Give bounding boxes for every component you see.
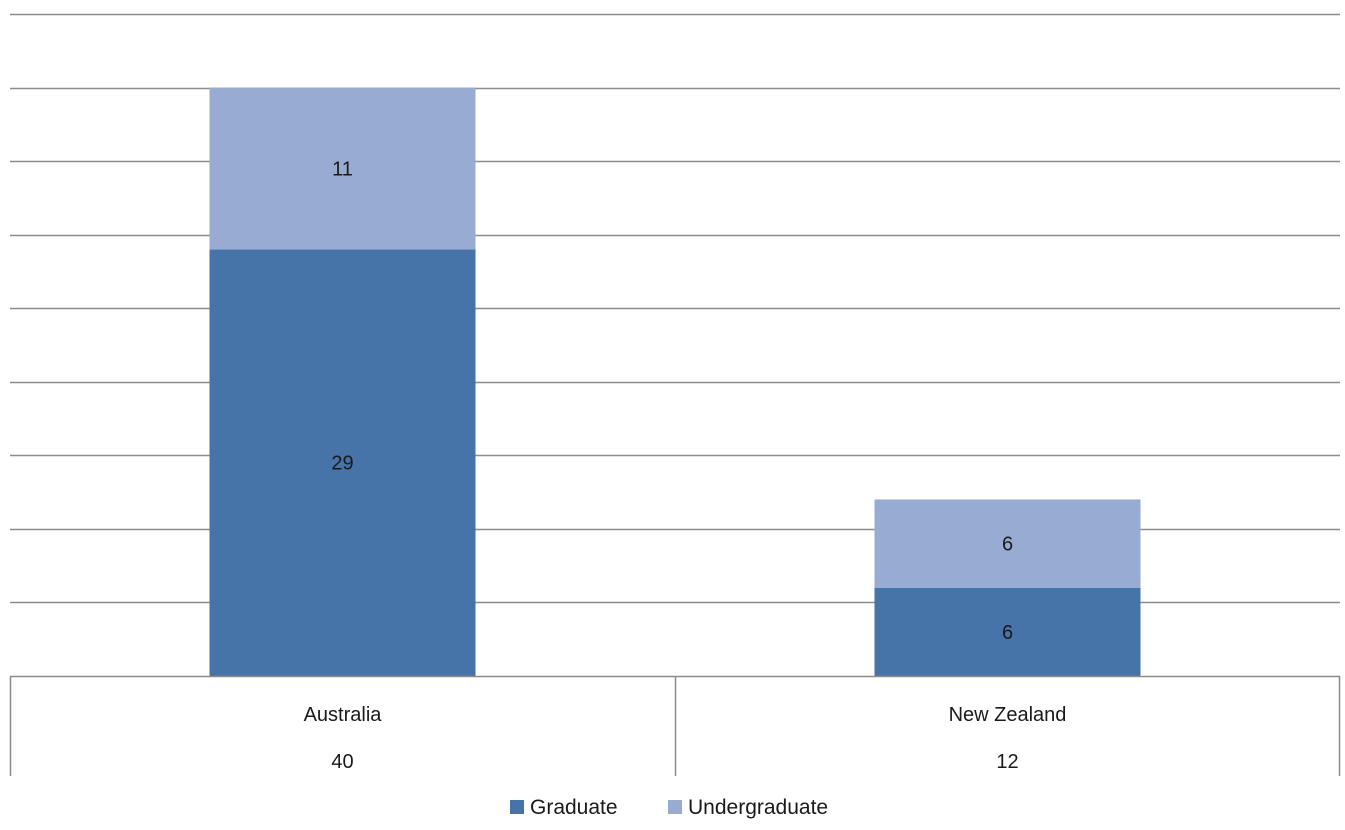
bar-undergraduate-new-zealand bbox=[874, 499, 1141, 588]
bar-graduate-australia bbox=[209, 249, 476, 676]
legend-label: Graduate bbox=[530, 796, 618, 819]
data-label: 29 bbox=[331, 453, 353, 475]
legend-swatch-graduate bbox=[510, 800, 524, 814]
data-table: Australia 40 New Zealand 12 bbox=[9, 675, 1341, 776]
category-label: New Zealand bbox=[949, 704, 1067, 726]
bars: 29 11 6 6 bbox=[209, 87, 1141, 676]
bar-graduate-new-zealand bbox=[874, 587, 1141, 676]
legend-label: Undergraduate bbox=[688, 796, 828, 819]
category-label: Australia bbox=[304, 704, 383, 726]
legend: Graduate Undergraduate bbox=[510, 796, 828, 819]
data-label: 6 bbox=[1002, 534, 1013, 556]
data-label: 6 bbox=[1002, 622, 1013, 644]
total-label: 12 bbox=[996, 751, 1018, 773]
data-label: 11 bbox=[332, 158, 353, 180]
total-label: 40 bbox=[331, 751, 353, 773]
bar-undergraduate-australia bbox=[209, 87, 476, 250]
legend-swatch-undergraduate bbox=[668, 800, 682, 814]
